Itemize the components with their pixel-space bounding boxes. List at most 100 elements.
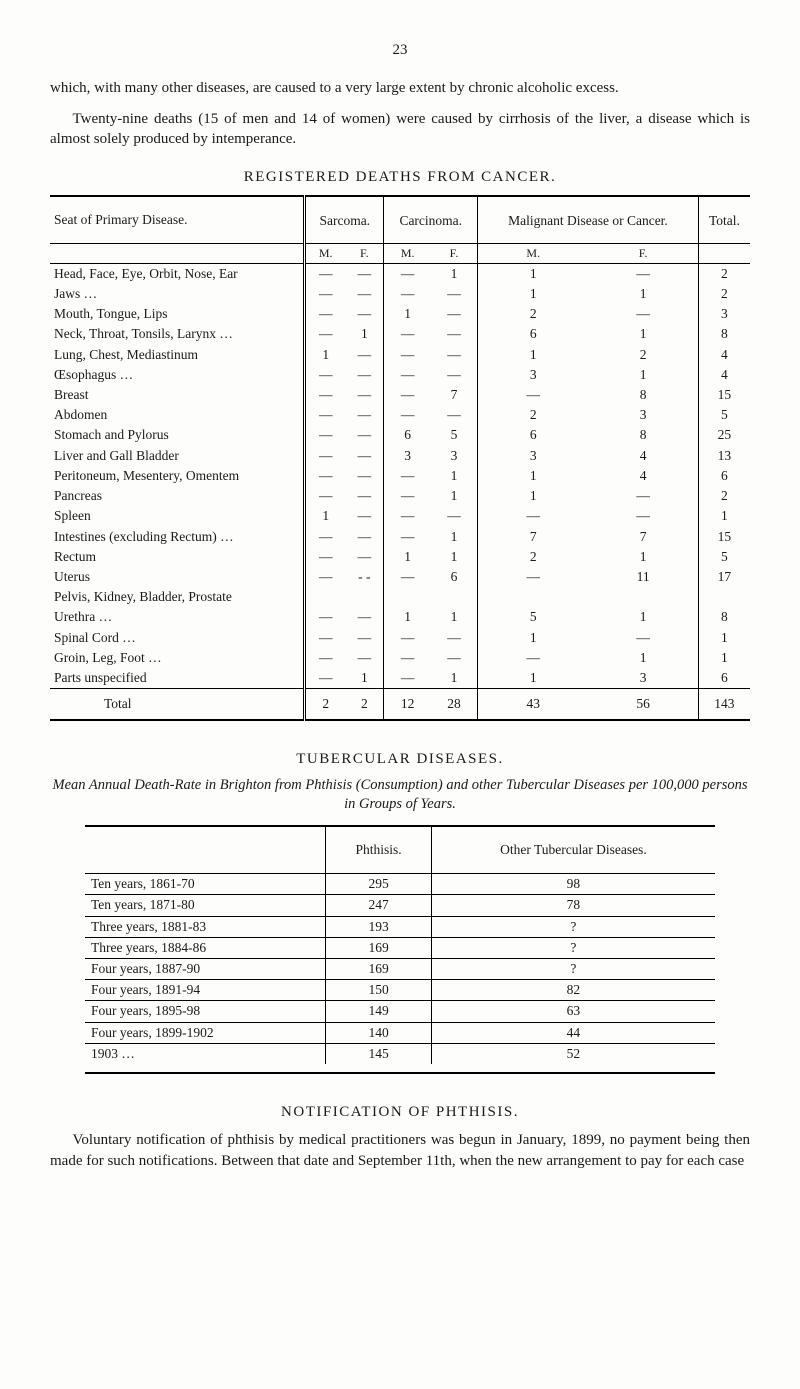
other-cell: 52 [431,1043,715,1064]
cell: 5 [698,405,750,425]
cell: 1 [478,284,589,304]
col-seat: Seat of Primary Disease. [50,196,305,244]
cell: 7 [431,385,478,405]
cell: 1 [698,648,750,668]
cell: 6 [478,425,589,445]
cell: 2 [478,304,589,324]
cell: — [345,628,384,648]
cell: — [588,628,698,648]
cell: 5 [478,607,589,627]
cell: 1 [698,628,750,648]
cell: 6 [478,324,589,344]
seat-cell: Urethra … [50,607,305,627]
cell: — [384,668,431,689]
col-carcinoma: Carcinoma. [384,196,478,244]
seat-cell: Groin, Leg, Foot … [50,648,305,668]
cell: — [384,345,431,365]
cell: 4 [588,466,698,486]
cell: 6 [431,567,478,587]
cell: 1 [431,486,478,506]
cell: 3 [588,405,698,425]
total-t: 143 [698,689,750,721]
tubercular-title: TUBERCULAR DISEASES. [50,749,750,769]
total-label: Total [50,689,305,721]
cell: — [345,527,384,547]
cell: 5 [431,425,478,445]
col-other: Other Tubercular Diseases. [431,826,715,874]
total-mm: 43 [478,689,589,721]
cell: — [305,486,346,506]
seat-cell: Spinal Cord … [50,628,305,648]
phthisis-cell: 247 [326,895,431,916]
cell: 1 [431,607,478,627]
seat-cell: Peritoneum, Mesentery, Omentem [50,466,305,486]
cell: 25 [698,425,750,445]
cell: 8 [588,425,698,445]
cell: — [345,345,384,365]
cell: — [305,284,346,304]
cell: — [384,527,431,547]
cell: — [345,607,384,627]
cell [305,587,346,607]
period-cell: Ten years, 1871-80 [85,895,326,916]
seat-cell: Liver and Gall Bladder [50,446,305,466]
cell: — [305,527,346,547]
phthisis-cell: 150 [326,980,431,1001]
cell: 3 [478,446,589,466]
seat-cell: Stomach and Pylorus [50,425,305,445]
cell: 1 [305,345,346,365]
cell: 8 [588,385,698,405]
cell: — [305,365,346,385]
cell: 6 [698,466,750,486]
seat-cell: Spleen [50,506,305,526]
cell: 8 [698,324,750,344]
cell [345,587,384,607]
cell: — [431,648,478,668]
cell: 1 [478,668,589,689]
cell: — [305,324,346,344]
cell: — [305,607,346,627]
period-cell: Four years, 1895-98 [85,1001,326,1022]
cell: 2 [478,547,589,567]
cell: — [431,506,478,526]
sub-f: F. [345,244,384,263]
other-cell: 63 [431,1001,715,1022]
phthisis-cell: 169 [326,937,431,958]
cell: — [345,446,384,466]
cell: 1 [345,668,384,689]
other-cell: ? [431,916,715,937]
cell: 1 [305,506,346,526]
cell: 1 [431,263,478,284]
cell: 2 [588,345,698,365]
cell: 2 [698,486,750,506]
cell: 1 [431,547,478,567]
cell: 1 [431,668,478,689]
cell: — [384,405,431,425]
cell: — [345,486,384,506]
seat-cell: Intestines (excluding Rectum) … [50,527,305,547]
col-total: Total. [698,196,750,244]
cell: 1 [431,466,478,486]
cell: 15 [698,527,750,547]
cell: 2 [478,405,589,425]
cell: — [305,466,346,486]
period-cell: Ten years, 1861-70 [85,874,326,895]
seat-cell: Œsophagus … [50,365,305,385]
cell: 1 [478,263,589,284]
cell: — [431,304,478,324]
cell: 3 [698,304,750,324]
cell: 1 [588,547,698,567]
other-cell: ? [431,937,715,958]
cell: — [431,628,478,648]
seat-cell: Neck, Throat, Tonsils, Larynx … [50,324,305,344]
cell: — [305,385,346,405]
cell: — [345,648,384,668]
sub-m: M. [305,244,346,263]
intro-para-1: which, with many other diseases, are cau… [50,78,750,98]
cell: — [384,648,431,668]
cell: — [478,385,589,405]
phthisis-cell: 169 [326,958,431,979]
cell: — [384,385,431,405]
notification-para: Voluntary notification of phthisis by me… [50,1130,750,1171]
cell: 1 [588,607,698,627]
